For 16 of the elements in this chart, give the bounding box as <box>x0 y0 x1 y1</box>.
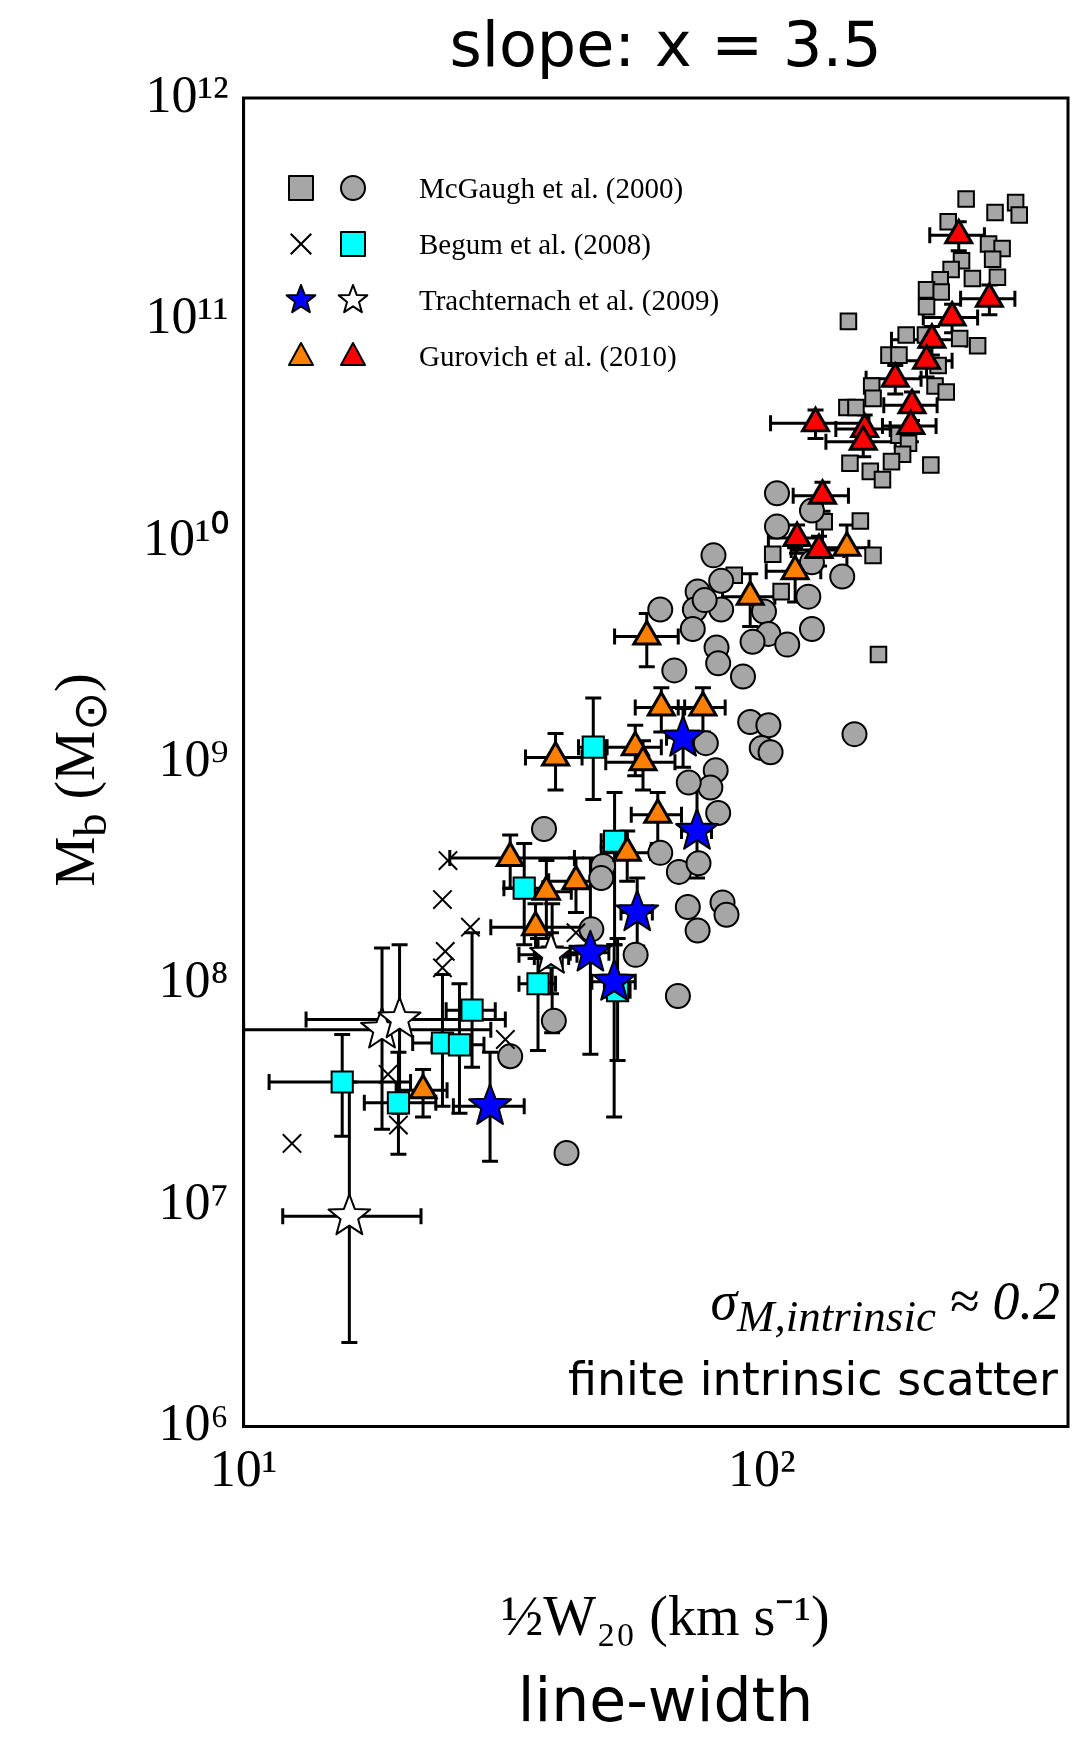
text: line-width <box>516 1665 815 1735</box>
x-axis-title: ½W₂₀ (km s⁻¹) <box>500 1584 831 1649</box>
y-tick-label: 10¹¹ <box>145 287 229 345</box>
y-tick-label: 10¹⁰ <box>143 508 229 566</box>
legend-label: Begum et al. (2008) <box>419 227 651 261</box>
annotation: σ$_{M,intrinsic}$ ≈ 0.2 <box>710 1270 1060 1342</box>
legend-label: Gurovich et al. (2010) <box>419 339 677 373</box>
legend-label: Trachternach et al. (2009) <box>419 283 720 317</box>
legend-label: McGaugh et al. (2000) <box>419 171 684 205</box>
chart-title: slope: x = 3.5 <box>448 8 883 81</box>
y-tick-label: 10⁷ <box>158 1172 229 1230</box>
annotation: finite intrinsic scatter <box>567 1352 1058 1406</box>
y-tick-label: 10⁸ <box>158 951 229 1009</box>
y-tick-label: 10¹² <box>145 65 229 123</box>
y-tick-label: 10⁹ <box>158 729 229 787</box>
x-tick-label: 10² <box>727 1440 796 1498</box>
